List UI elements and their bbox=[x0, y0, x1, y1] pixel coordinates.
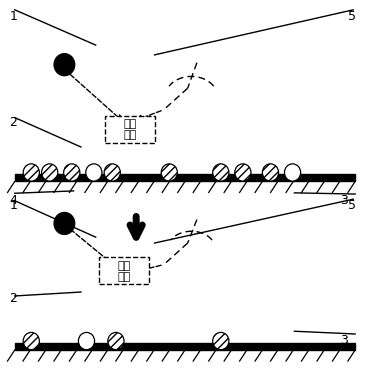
Circle shape bbox=[213, 332, 229, 350]
Circle shape bbox=[78, 332, 95, 350]
Bar bbox=[15, 174, 355, 181]
Text: 1: 1 bbox=[9, 10, 17, 23]
Text: 5: 5 bbox=[348, 199, 356, 212]
Circle shape bbox=[104, 164, 120, 181]
Text: 3: 3 bbox=[340, 194, 348, 207]
Circle shape bbox=[54, 54, 75, 76]
Circle shape bbox=[64, 164, 80, 181]
Circle shape bbox=[54, 212, 75, 234]
Bar bbox=[15, 343, 355, 350]
Circle shape bbox=[161, 164, 177, 181]
Text: 1: 1 bbox=[9, 199, 17, 212]
Circle shape bbox=[213, 164, 229, 181]
Circle shape bbox=[42, 164, 58, 181]
Circle shape bbox=[284, 164, 301, 181]
Text: 2: 2 bbox=[9, 116, 17, 129]
Text: 4: 4 bbox=[9, 194, 17, 207]
Text: 2: 2 bbox=[9, 292, 17, 305]
Circle shape bbox=[23, 332, 39, 350]
Circle shape bbox=[262, 164, 279, 181]
Text: 电场: 电场 bbox=[123, 120, 137, 129]
Text: 梯度: 梯度 bbox=[117, 272, 131, 281]
FancyBboxPatch shape bbox=[105, 116, 155, 143]
Circle shape bbox=[108, 332, 124, 350]
Circle shape bbox=[235, 164, 251, 181]
Text: 3: 3 bbox=[340, 334, 348, 347]
FancyBboxPatch shape bbox=[99, 257, 149, 284]
Circle shape bbox=[23, 164, 39, 181]
Circle shape bbox=[86, 164, 102, 181]
Text: 5: 5 bbox=[348, 10, 356, 23]
Text: 梯度: 梯度 bbox=[123, 131, 137, 140]
Text: 电场: 电场 bbox=[117, 261, 131, 270]
